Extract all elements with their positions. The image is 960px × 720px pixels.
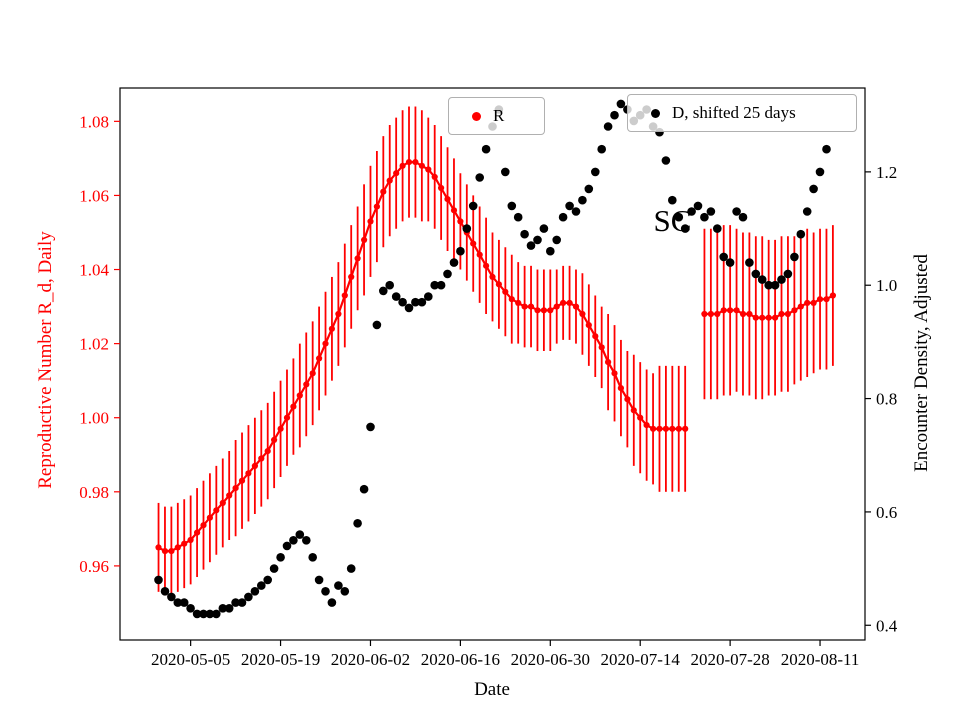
x-axis-ticks: 2020-05-05 2020-05-19 2020-06-02 2020-06-16…	[151, 640, 859, 669]
x-tick-label: 2020-07-28	[690, 650, 769, 669]
left-y-tick-label: 1.08	[79, 112, 109, 131]
x-tick-label: 2020-06-02	[331, 650, 410, 669]
d-series-marker-icon	[650, 108, 660, 118]
x-tick-label: 2020-05-19	[241, 650, 320, 669]
left-y-tick-label: 1.00	[79, 409, 109, 428]
r-markers	[155, 159, 837, 555]
x-tick-label: 2020-08-11	[781, 650, 860, 669]
legend-d-handle	[638, 108, 672, 118]
x-tick-label: 2020-07-14	[601, 650, 681, 669]
x-axis-label: Date	[474, 679, 510, 700]
left-y-tick-label: 0.96	[79, 557, 109, 576]
x-tick-label: 2020-06-30	[511, 650, 590, 669]
right-y-tick-label: 1.2	[876, 163, 897, 182]
r-line	[157, 161, 834, 553]
x-tick-label: 2020-06-16	[421, 650, 500, 669]
right-y-axis-ticks: 0.4 0.6 0.8 1.0 1.2	[865, 163, 898, 635]
left-y-tick-label: 1.02	[79, 335, 109, 354]
right-y-tick-label: 0.8	[876, 390, 897, 409]
left-y-tick-label: 1.06	[79, 186, 109, 205]
legend-r-label: R	[493, 106, 505, 125]
right-y-axis-label: Encounter Density, Adjusted	[911, 254, 932, 472]
left-y-axis-label: Reproductive Number R_d, Daily	[35, 231, 56, 489]
r-series-marker-icon	[471, 111, 481, 121]
legend-r-handle	[459, 111, 493, 121]
right-y-tick-label: 0.4	[876, 616, 898, 635]
legend-r: R	[448, 97, 545, 135]
legend-d-label: D, shifted 25 days	[672, 103, 796, 122]
d-scatter-points	[154, 99, 831, 619]
r-errorbars	[157, 106, 834, 596]
left-y-tick-label: 0.98	[79, 483, 109, 502]
legend-d: D, shifted 25 days	[627, 94, 857, 132]
left-y-tick-label: 1.04	[79, 261, 109, 280]
right-y-tick-label: 1.0	[876, 276, 897, 295]
plot-border	[119, 87, 866, 641]
right-y-tick-label: 0.6	[876, 503, 897, 522]
x-tick-label: 2020-05-05	[151, 650, 230, 669]
annotation-sc: SC	[653, 203, 692, 239]
left-y-axis-ticks: 0.96 0.98 1.00 1.02 1.04 1.06 1.08	[79, 112, 120, 576]
